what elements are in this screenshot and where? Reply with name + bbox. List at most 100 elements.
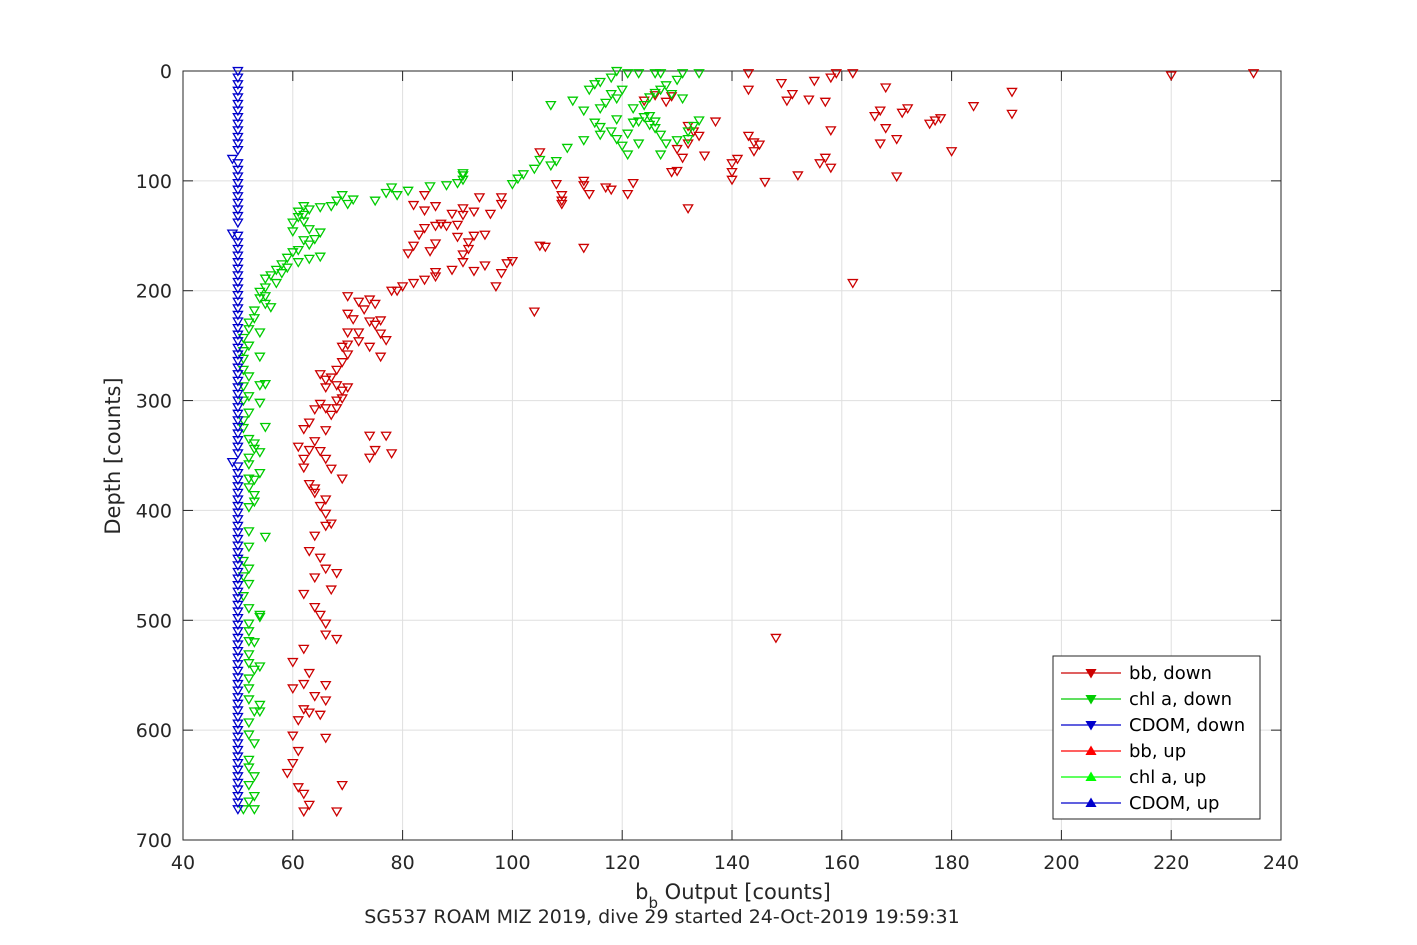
data-point	[369, 196, 381, 207]
data-point	[495, 193, 508, 203]
data-point	[232, 251, 244, 262]
data-point	[561, 143, 574, 154]
x-tick-label: 40	[171, 852, 195, 874]
data-point	[682, 139, 694, 150]
data-point	[341, 328, 354, 339]
data-point	[320, 383, 332, 394]
data-point	[621, 189, 634, 200]
data-point	[380, 431, 392, 442]
y-tick-label: 600	[136, 720, 172, 742]
data-point	[232, 106, 244, 117]
data-point	[232, 297, 244, 308]
data-point	[314, 252, 326, 263]
data-point	[232, 633, 244, 644]
data-point	[309, 405, 321, 416]
data-point	[243, 604, 255, 614]
x-axis-label-rest: Output [counts]	[658, 880, 831, 904]
data-point	[232, 673, 244, 684]
data-point	[929, 116, 941, 127]
data-point	[407, 278, 420, 289]
data-point	[248, 739, 261, 749]
data-point	[320, 521, 332, 532]
data-point	[578, 136, 590, 146]
data-point	[665, 167, 678, 178]
data-point	[605, 185, 617, 196]
data-point	[649, 88, 661, 99]
data-point	[654, 69, 667, 79]
data-point	[232, 699, 244, 710]
data-point	[539, 242, 552, 253]
data-point	[627, 118, 639, 129]
data-point	[232, 468, 244, 479]
data-point	[292, 746, 305, 757]
data-point	[232, 567, 244, 578]
data-point	[627, 178, 639, 189]
data-point	[429, 239, 442, 250]
data-point	[232, 258, 244, 268]
data-point	[287, 227, 299, 238]
data-point	[314, 447, 326, 457]
data-point	[495, 199, 508, 210]
data-point	[660, 97, 672, 108]
data-point	[259, 292, 272, 302]
data-point	[583, 189, 595, 200]
data-point	[325, 519, 337, 530]
data-point	[457, 250, 469, 261]
data-point	[325, 202, 337, 212]
data-point	[243, 325, 255, 335]
data-point	[232, 587, 244, 598]
data-point	[248, 439, 261, 450]
data-point	[352, 337, 365, 347]
data-point	[748, 147, 760, 157]
data-point	[232, 238, 244, 249]
data-point	[232, 607, 244, 618]
data-point	[369, 445, 381, 456]
data-point	[825, 126, 837, 136]
data-point	[742, 69, 755, 79]
data-point	[967, 102, 980, 112]
data-point	[358, 305, 370, 316]
data-point	[314, 228, 326, 239]
y-tick-label: 0	[160, 61, 172, 83]
data-point	[314, 501, 326, 512]
data-point	[254, 352, 266, 363]
data-point	[232, 145, 244, 156]
legend-marker	[1085, 695, 1097, 705]
data-point	[243, 797, 255, 808]
data-point	[232, 192, 244, 202]
data-point	[232, 422, 244, 433]
data-point	[742, 131, 755, 142]
data-point	[380, 188, 392, 199]
data-point	[726, 175, 738, 186]
data-point	[232, 429, 244, 440]
data-point	[243, 372, 255, 383]
data-point	[243, 718, 255, 729]
data-point	[934, 114, 947, 124]
data-point	[770, 633, 782, 644]
data-point	[314, 553, 326, 564]
data-point	[237, 416, 250, 426]
legend: bb, down chl a, down CDOM, down bb, up chl a…	[1052, 655, 1261, 820]
data-point	[610, 66, 623, 77]
data-point	[232, 574, 244, 585]
data-point	[254, 328, 266, 339]
data-point	[462, 244, 475, 255]
data-point	[232, 389, 244, 400]
data-point	[232, 495, 244, 506]
data-point	[665, 89, 678, 100]
data-point	[352, 328, 365, 339]
legend-label: bb, down	[1129, 663, 1212, 684]
data-point	[281, 768, 294, 779]
data-point	[330, 196, 343, 207]
legend-label: chl a, up	[1129, 767, 1206, 788]
data-point	[243, 659, 255, 669]
data-point	[479, 230, 491, 241]
data-point	[232, 416, 244, 426]
y-axis-label: Depth [counts]	[101, 377, 125, 534]
data-point	[259, 532, 272, 543]
data-point	[682, 135, 694, 145]
data-point	[232, 277, 244, 288]
data-point	[303, 708, 316, 719]
data-point	[654, 130, 667, 141]
data-point	[330, 396, 343, 407]
